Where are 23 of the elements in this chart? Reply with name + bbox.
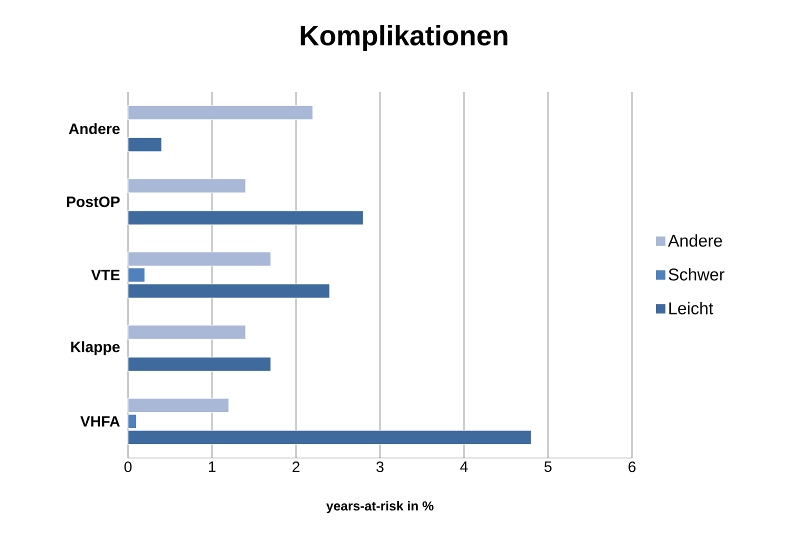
x-tick-label: 1 xyxy=(208,462,216,472)
x-tick-label: 3 xyxy=(376,462,384,472)
y-tick-label: Andere xyxy=(68,123,120,134)
bar xyxy=(128,178,246,194)
y-tick-label: VHFA xyxy=(80,416,120,427)
legend-label: Leicht xyxy=(669,302,714,314)
y-tick-label: VTE xyxy=(91,270,120,280)
x-axis-title: years-at-risk in % xyxy=(326,501,434,514)
bar xyxy=(128,356,272,372)
chart-title: Komplikationen xyxy=(300,24,508,52)
x-tick-label: 4 xyxy=(460,462,468,472)
x-tick-label: 5 xyxy=(544,462,552,472)
x-tick-label: 2 xyxy=(292,462,300,472)
bar xyxy=(128,137,162,152)
y-tick-label: PostOP xyxy=(67,196,120,208)
bar xyxy=(128,210,364,226)
x-tick-label: 6 xyxy=(628,462,636,472)
x-tick-label: 0 xyxy=(124,462,132,472)
y-tick-label: Klappe xyxy=(71,341,120,356)
legend-label: Andere xyxy=(668,234,722,247)
bar xyxy=(128,105,314,120)
legend-label: Schwer xyxy=(668,268,724,281)
bar xyxy=(128,324,246,340)
